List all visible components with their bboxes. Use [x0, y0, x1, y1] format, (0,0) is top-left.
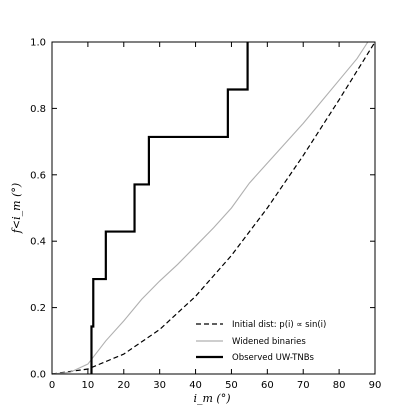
x-tick-label: 70: [297, 380, 310, 391]
y-tick-label: 1.0: [30, 38, 46, 49]
x-tick-label: 50: [225, 380, 238, 391]
x-tick-label: 40: [189, 380, 202, 391]
y-tick-label: 0.4: [30, 237, 46, 248]
series-line-2: [90, 42, 249, 374]
y-tick-label: 0.0: [30, 370, 46, 381]
x-tick-label: 10: [82, 380, 95, 391]
y-tick-label: 0.2: [30, 303, 46, 314]
series-line-1: [51, 41, 369, 375]
legend-label-observed: Observed UW-TNBs: [232, 353, 315, 363]
legend: Initial dist: p(i) ∝ sin(i) Widened bina…: [196, 320, 326, 363]
tick-labels: 0 10 20 30 40 50 60 70 80 90 0.0 0.2 0.4 0.6 0.8 1.0: [30, 38, 381, 392]
legend-label-widened: Widened binaries: [232, 337, 306, 347]
plot-lines: [51, 41, 376, 375]
y-axis-label: f<i_m (°): [10, 183, 23, 234]
plot-frame: [51, 41, 376, 375]
legend-label-initial: Initial dist: p(i) ∝ sin(i): [232, 320, 326, 330]
x-tick-label: 30: [153, 380, 166, 391]
x-axis-label: i_m (°): [193, 392, 230, 405]
x-tick-label: 90: [369, 380, 382, 391]
y-tick-label: 0.8: [30, 104, 46, 115]
x-tick-label: 20: [117, 380, 130, 391]
x-tick-label: 60: [261, 380, 274, 391]
axis-ticks: [51, 41, 376, 375]
series-line-0: [51, 41, 376, 375]
x-tick-label: 80: [333, 380, 346, 391]
y-tick-label: 0.6: [30, 170, 46, 181]
x-tick-label: 0: [49, 380, 55, 391]
